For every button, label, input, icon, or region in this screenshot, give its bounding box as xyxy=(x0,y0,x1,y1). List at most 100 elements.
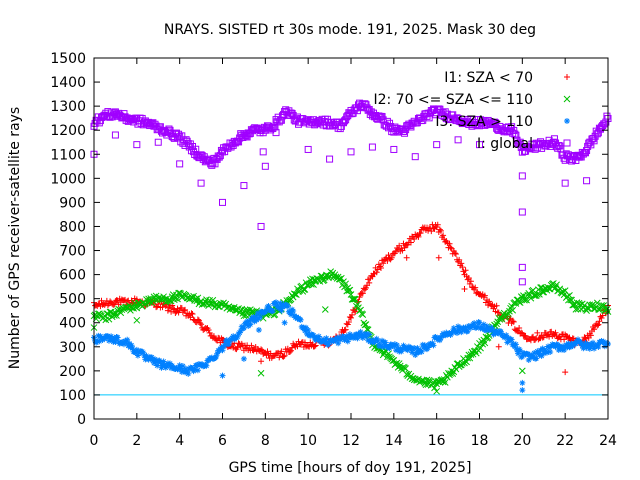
data-point xyxy=(489,326,496,333)
data-point xyxy=(123,339,130,346)
data-point xyxy=(156,357,163,364)
chart-title: NRAYS. SISTED rt 30s mode. 191, 2025. Ma… xyxy=(164,22,536,38)
data-point xyxy=(459,264,466,271)
data-point xyxy=(479,325,486,332)
data-point xyxy=(284,345,291,352)
data-point xyxy=(603,112,611,120)
data-point xyxy=(474,323,481,330)
data-point xyxy=(342,326,349,333)
data-point xyxy=(437,335,444,342)
data-point xyxy=(288,347,295,354)
outlier-point xyxy=(461,286,468,293)
x-tick-label: 22 xyxy=(556,433,574,449)
series-4 xyxy=(90,99,612,286)
data-point xyxy=(525,356,532,363)
data-point xyxy=(486,298,493,305)
data-point xyxy=(526,351,533,358)
y-tick-label: 0 xyxy=(77,412,86,428)
data-point xyxy=(254,310,261,317)
data-point xyxy=(509,306,517,314)
data-point xyxy=(385,252,392,259)
data-point xyxy=(481,339,489,347)
data-point xyxy=(286,348,293,355)
x-tick-label: 0 xyxy=(90,433,99,449)
outlier-point xyxy=(255,326,262,333)
data-point xyxy=(205,326,212,333)
y-tick-label: 1300 xyxy=(50,99,86,115)
data-point xyxy=(345,318,352,325)
outlier-point xyxy=(519,387,526,394)
data-point xyxy=(310,281,317,288)
data-point xyxy=(104,333,111,340)
data-point xyxy=(301,286,309,293)
y-axis: 0 100 200 300 400 500 600 700 800 900 1000 1100 1200… xyxy=(50,51,608,428)
y-tick-label: 600 xyxy=(59,268,86,284)
data-point xyxy=(566,334,573,341)
data-point xyxy=(103,310,111,318)
y-tick-label: 1000 xyxy=(50,171,86,187)
data-point xyxy=(194,316,201,323)
data-point xyxy=(249,315,256,322)
data-point xyxy=(157,359,164,366)
data-point xyxy=(315,333,322,340)
data-point xyxy=(336,334,343,341)
data-point xyxy=(246,318,253,325)
y-tick-label: 400 xyxy=(59,316,86,332)
data-point xyxy=(589,134,597,142)
data-point xyxy=(450,325,457,332)
data-point xyxy=(293,313,300,320)
data-point xyxy=(364,330,371,337)
data-point xyxy=(192,145,200,153)
data-point xyxy=(218,344,225,351)
data-point xyxy=(429,340,436,347)
data-point xyxy=(182,306,189,313)
x-tick-label: 4 xyxy=(175,433,184,449)
data-point xyxy=(169,302,176,309)
data-point xyxy=(512,131,520,139)
data-point xyxy=(589,301,597,308)
data-point xyxy=(362,333,369,340)
y-tick-label: 1100 xyxy=(50,147,86,163)
y-tick-label: 100 xyxy=(59,388,86,404)
legend-label: I2: 70 <= SZA <= 110 xyxy=(373,92,533,108)
data-point xyxy=(358,333,365,340)
data-point xyxy=(569,301,577,309)
outlier-point xyxy=(403,254,410,261)
data-point xyxy=(402,365,409,372)
data-point xyxy=(188,310,195,317)
data-point xyxy=(235,340,242,347)
data-point xyxy=(600,338,607,345)
data-point xyxy=(258,346,265,353)
outlier-point xyxy=(133,141,141,149)
data-point xyxy=(230,333,237,340)
data-point xyxy=(391,341,398,348)
data-point xyxy=(222,300,230,308)
data-point xyxy=(553,281,560,289)
data-point xyxy=(349,311,356,318)
data-point xyxy=(492,119,500,127)
data-point xyxy=(96,338,103,345)
data-point xyxy=(184,368,191,375)
data-point xyxy=(348,314,354,321)
outlier-point xyxy=(259,148,267,156)
data-point xyxy=(357,306,364,314)
data-point xyxy=(165,304,172,311)
data-point xyxy=(590,339,597,346)
data-point xyxy=(498,315,506,323)
data-point xyxy=(465,274,472,281)
data-point xyxy=(301,327,308,334)
data-point xyxy=(411,345,418,352)
data-point xyxy=(277,300,284,307)
data-point xyxy=(515,350,522,357)
x-tick-label: 6 xyxy=(218,433,227,449)
data-point xyxy=(404,347,411,354)
data-point xyxy=(580,345,587,352)
data-point xyxy=(214,303,222,310)
data-point xyxy=(588,342,595,349)
outlier-point xyxy=(154,138,162,146)
data-point xyxy=(211,160,219,168)
series-3 xyxy=(91,299,611,394)
data-point xyxy=(323,335,330,342)
data-point xyxy=(437,227,444,234)
data-point xyxy=(247,321,254,328)
